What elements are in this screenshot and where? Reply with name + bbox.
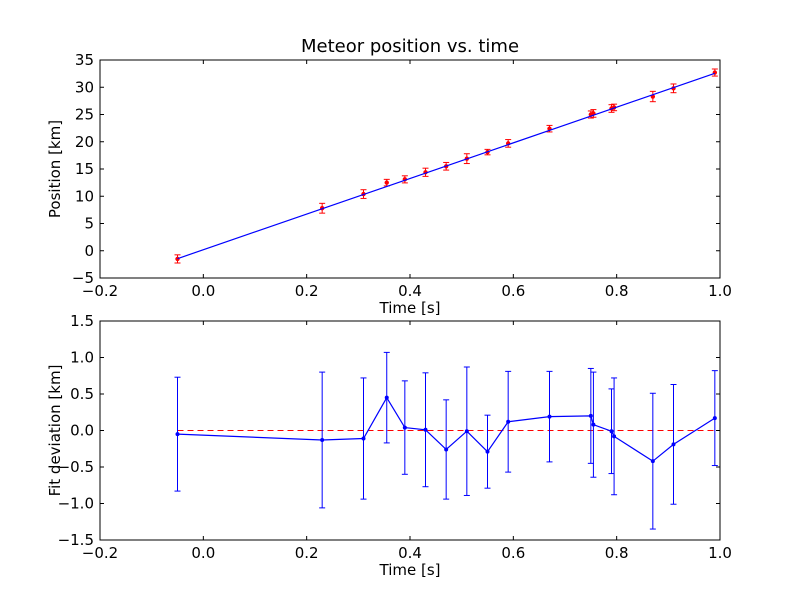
y-tick-label: 35	[75, 51, 94, 69]
y-tick-label: 0.0	[70, 422, 94, 440]
y-tick-label: 0.5	[70, 385, 94, 403]
y-tick-label: 20	[75, 133, 94, 151]
deviation-line	[177, 396, 716, 462]
data-point	[591, 422, 596, 427]
y-tick-label: 25	[75, 106, 94, 124]
data-point	[423, 427, 428, 432]
x-tick-label: 0.6	[501, 544, 525, 562]
x-tick-label: 0.8	[605, 544, 629, 562]
y-tick-label: 5	[84, 215, 94, 233]
y-tick-label: 1.5	[70, 312, 94, 330]
position-vs-time-plot: −0.2 0.0 0.2 0.4 0.6 0.8 1.0 −5 0 5 10 15 20 25 30 35 Ti…	[46, 36, 732, 317]
y-tick-label: −1.5	[58, 531, 94, 549]
data-point	[485, 449, 490, 454]
x-tick-label: 0.2	[295, 282, 319, 300]
x-tick-label: −0.2	[82, 544, 118, 562]
x-tick-label: 1.0	[708, 544, 732, 562]
data-point	[506, 419, 511, 424]
y-tick-label: 0	[84, 242, 94, 260]
y-axis-label: Position [km]	[46, 120, 64, 218]
x-tick-label: 0.2	[295, 544, 319, 562]
x-tick-label: −0.2	[82, 282, 118, 300]
data-point	[671, 442, 676, 447]
y-axis-label: Fit deviation [km]	[46, 365, 64, 497]
data-point	[384, 180, 389, 185]
data-point	[175, 256, 180, 262]
x-tick-label: 0.0	[191, 282, 215, 300]
data-point	[612, 434, 617, 439]
fit-line	[177, 72, 716, 260]
chart-title: Meteor position vs. time	[301, 36, 519, 57]
data-point	[650, 459, 655, 464]
x-tick-label: 1.0	[708, 282, 732, 300]
data-point	[361, 436, 366, 441]
data-point	[609, 429, 614, 434]
data-point	[712, 416, 717, 421]
x-tick-label: 0.4	[398, 282, 422, 300]
y-tick-label: 10	[75, 187, 94, 205]
data-point	[464, 429, 469, 434]
x-tick-label: 0.4	[398, 544, 422, 562]
y-tick-label: 1.0	[70, 349, 94, 367]
x-tick-label: 0.6	[501, 282, 525, 300]
x-tick-label: 0.8	[605, 282, 629, 300]
fit-deviation-plot: −0.2 0.0 0.2 0.4 0.6 0.8 1.0 −1.5 −1.0 −0.5 0.0 0.5…	[46, 312, 732, 579]
data-point	[588, 413, 593, 418]
axes-frame	[99, 59, 721, 279]
data-point	[547, 414, 552, 419]
data-point	[175, 432, 180, 437]
x-axis-label: Time [s]	[379, 299, 441, 317]
y-tick-label: −5	[72, 269, 94, 287]
data-point	[384, 395, 389, 400]
x-axis-label: Time [s]	[379, 561, 441, 579]
data-point	[320, 437, 325, 442]
y-tick-label: 30	[75, 78, 94, 96]
y-tick-label: −1.0	[58, 495, 94, 513]
y-tick-label: 15	[75, 160, 94, 178]
y-tick-label: −0.5	[58, 458, 94, 476]
data-point	[402, 425, 407, 430]
data-point	[444, 447, 449, 452]
x-tick-label: 0.0	[191, 544, 215, 562]
